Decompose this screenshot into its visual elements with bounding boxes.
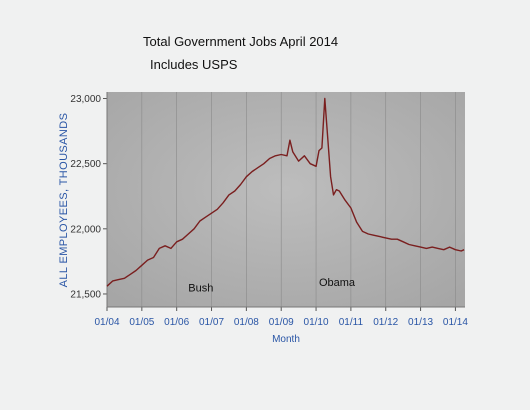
x-tick-label: 01/11 bbox=[339, 317, 364, 328]
annotation-label: Obama bbox=[319, 277, 356, 289]
annotation-label: Bush bbox=[188, 282, 213, 294]
x-tick-label: 01/06 bbox=[164, 317, 189, 328]
x-tick-label: 01/13 bbox=[408, 317, 433, 328]
x-tick-label: 01/14 bbox=[443, 317, 468, 328]
grid-lines bbox=[141, 92, 456, 307]
x-axis-label: Month bbox=[272, 334, 300, 345]
x-tick-label: 01/12 bbox=[373, 317, 398, 328]
series-line bbox=[106, 97, 465, 287]
chart-subtitle: Includes USPS bbox=[150, 57, 238, 72]
x-tick-label: 01/10 bbox=[304, 317, 329, 328]
axes bbox=[103, 92, 465, 311]
tick-labels: 01/04 01/05 01/06 01/07 01/08 01/09 01/10 01/11… bbox=[70, 94, 468, 328]
x-tick-label: 01/07 bbox=[199, 317, 224, 328]
chart-title: Total Government Jobs April 2014 bbox=[143, 34, 339, 49]
x-tick-label: 01/04 bbox=[94, 317, 119, 328]
x-tick-label: 01/09 bbox=[269, 317, 294, 328]
y-tick-label: 23,000 bbox=[70, 94, 101, 105]
y-tick-label: 22,500 bbox=[70, 159, 101, 170]
y-tick-label: 21,500 bbox=[70, 289, 101, 300]
plot-background bbox=[107, 92, 465, 307]
x-tick-label: 01/05 bbox=[129, 317, 154, 328]
x-tick-label: 01/08 bbox=[234, 317, 259, 328]
data-marks bbox=[106, 97, 465, 287]
y-tick-label: 22,000 bbox=[70, 224, 101, 235]
